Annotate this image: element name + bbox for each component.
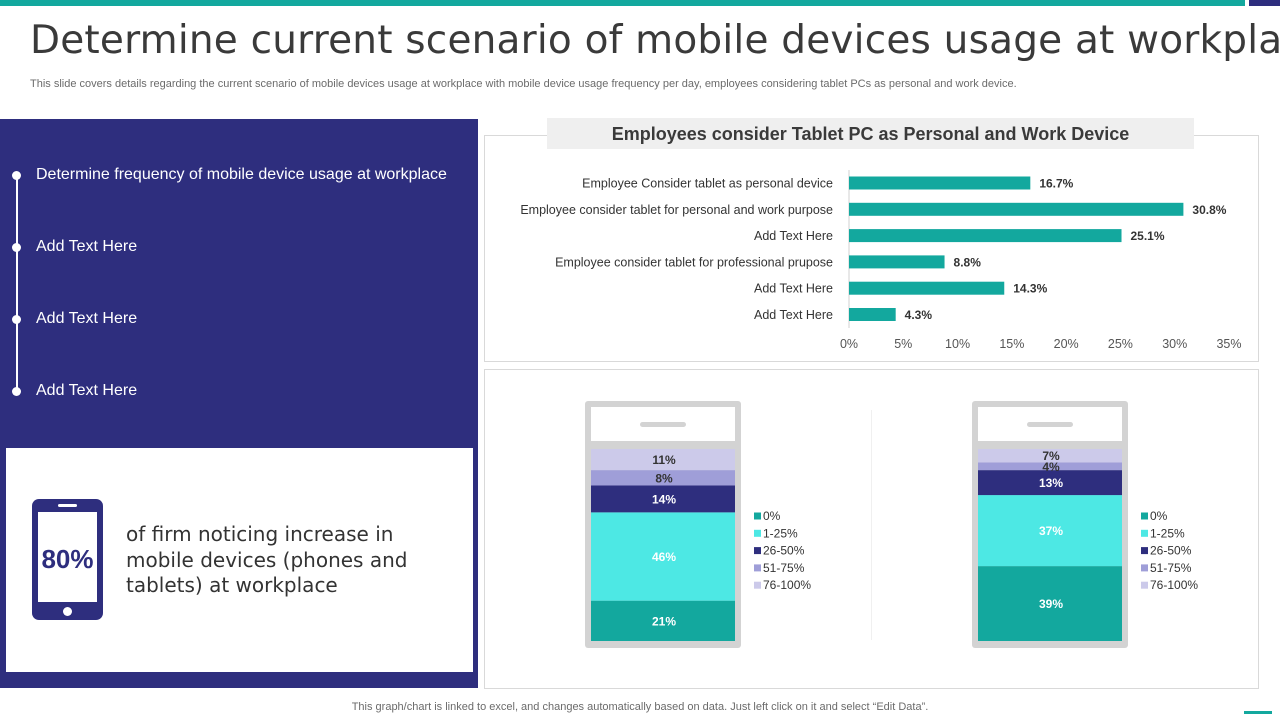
phone-speaker bbox=[58, 504, 77, 507]
stack-segment bbox=[591, 485, 735, 513]
timeline-dot-icon bbox=[12, 387, 21, 396]
data-label: 30.8% bbox=[1192, 203, 1226, 217]
stack-segment bbox=[978, 449, 1122, 463]
stack-segment bbox=[591, 600, 735, 641]
data-label: 8.8% bbox=[954, 255, 982, 269]
timeline-dot-icon bbox=[12, 243, 21, 252]
stack-segment bbox=[978, 470, 1122, 496]
tablet-speaker bbox=[640, 422, 686, 427]
segment-label: 7% bbox=[1042, 449, 1060, 463]
legend-label: 51-75% bbox=[1150, 561, 1192, 575]
segment-label: 11% bbox=[652, 453, 676, 467]
data-label: 25.1% bbox=[1131, 229, 1165, 243]
stack-segment bbox=[978, 566, 1122, 641]
stack-segment bbox=[591, 449, 735, 471]
category-label: Add Text Here bbox=[754, 229, 833, 243]
page-subtitle: This slide covers details regarding the … bbox=[30, 78, 1017, 90]
bar-chart-card bbox=[484, 135, 1259, 362]
bar bbox=[849, 308, 896, 321]
x-tick-label: 15% bbox=[999, 337, 1024, 351]
stack-segment bbox=[591, 512, 735, 601]
bar bbox=[849, 202, 1184, 216]
category-label: Employee Consider tablet as personal dev… bbox=[582, 177, 833, 191]
x-tick-label: 5% bbox=[894, 337, 912, 351]
footer-note: This graph/chart is linked to excel, and… bbox=[351, 701, 929, 713]
segment-label: 37% bbox=[1039, 524, 1063, 538]
stat-box: 80% of firm noticing increase in mobile … bbox=[6, 448, 473, 672]
timeline-item-label: Determine frequency of mobile device usa… bbox=[36, 166, 447, 183]
timeline-item-label: Add Text Here bbox=[36, 238, 138, 255]
bar bbox=[849, 281, 1005, 295]
timeline-item-label: Add Text Here bbox=[36, 310, 138, 327]
legend-swatch bbox=[754, 512, 761, 520]
timeline-dot-icon bbox=[12, 315, 21, 324]
legend-label: 26-50% bbox=[1150, 544, 1192, 558]
data-label: 16.7% bbox=[1039, 177, 1073, 191]
footer-accent bbox=[1244, 711, 1272, 714]
category-label: Employee consider tablet for professiona… bbox=[555, 255, 833, 269]
stat-description: of firm noticing increase in mobile devi… bbox=[126, 522, 408, 597]
data-label: 4.3% bbox=[905, 308, 933, 322]
bar bbox=[849, 255, 945, 269]
phone-icon: 80% bbox=[32, 499, 103, 620]
category-label: Add Text Here bbox=[754, 282, 833, 296]
timeline-line bbox=[16, 176, 18, 392]
timeline-dot-icon bbox=[12, 171, 21, 180]
x-tick-label: 10% bbox=[945, 337, 970, 351]
segment-label: 21% bbox=[652, 614, 676, 628]
legend-swatch bbox=[1141, 581, 1148, 589]
data-label: 14.3% bbox=[1013, 282, 1047, 296]
card-divider bbox=[871, 410, 872, 640]
stack-segment bbox=[591, 470, 735, 486]
segment-label: 46% bbox=[652, 550, 676, 564]
chart-title-bar: Employees consider Tablet PC as Personal… bbox=[547, 118, 1194, 149]
legend-label: 1-25% bbox=[1150, 526, 1185, 540]
top-accent-block bbox=[1249, 0, 1280, 6]
page-title: Determine current scenario of mobile dev… bbox=[30, 18, 1280, 63]
phone-home-button bbox=[63, 607, 72, 616]
legend-swatch bbox=[1141, 529, 1148, 537]
legend-label: 76-100% bbox=[1150, 578, 1198, 592]
legend-swatch bbox=[754, 547, 761, 555]
stat-value: 80% bbox=[41, 544, 94, 574]
legend-swatch bbox=[1141, 512, 1148, 520]
x-tick-label: 35% bbox=[1216, 337, 1241, 351]
timeline-item-label: Add Text Here bbox=[36, 382, 138, 399]
segment-label: 8% bbox=[655, 471, 673, 485]
category-label: Add Text Here bbox=[754, 308, 833, 322]
legend-label: 0% bbox=[1150, 509, 1168, 523]
legend-label: 51-75% bbox=[763, 561, 805, 575]
legend-label: 26-50% bbox=[763, 544, 805, 558]
segment-label: 4% bbox=[1042, 460, 1060, 474]
bar bbox=[849, 176, 1031, 190]
chart-title: Employees consider Tablet PC as Personal… bbox=[611, 124, 1130, 144]
legend-swatch bbox=[754, 581, 761, 589]
top-accent-bar bbox=[0, 0, 1245, 6]
x-tick-label: 30% bbox=[1162, 337, 1187, 351]
category-label: Employee consider tablet for personal an… bbox=[520, 203, 833, 217]
segment-label: 14% bbox=[652, 492, 676, 506]
legend-label: 0% bbox=[763, 509, 781, 523]
x-tick-label: 25% bbox=[1108, 337, 1133, 351]
legend-swatch bbox=[1141, 564, 1148, 572]
legend-swatch bbox=[754, 564, 761, 572]
legend-swatch bbox=[1141, 547, 1148, 555]
tablet-speaker bbox=[1027, 422, 1073, 427]
segment-label: 39% bbox=[1039, 597, 1063, 611]
stack-segment bbox=[978, 462, 1122, 471]
legend-swatch bbox=[754, 529, 761, 537]
legend-label: 76-100% bbox=[763, 578, 811, 592]
segment-label: 13% bbox=[1039, 476, 1063, 490]
stack-segment bbox=[978, 495, 1122, 567]
x-tick-label: 20% bbox=[1054, 337, 1079, 351]
phone-screen: 80% bbox=[38, 512, 97, 602]
legend-label: 1-25% bbox=[763, 526, 798, 540]
x-tick-label: 0% bbox=[840, 337, 858, 351]
bar bbox=[849, 229, 1122, 243]
